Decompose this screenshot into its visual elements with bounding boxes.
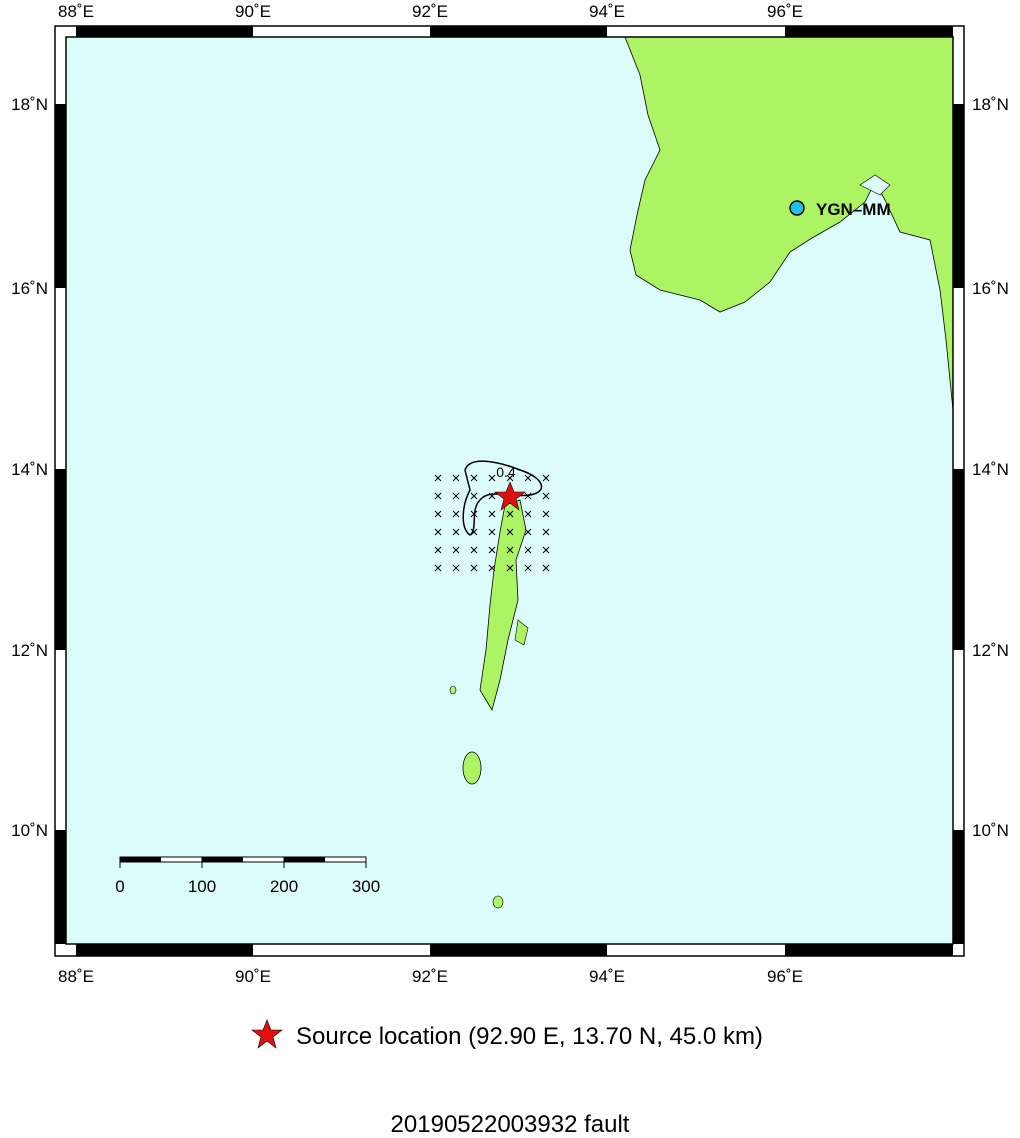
grid-cross: [434, 528, 442, 536]
estuary: [859, 174, 891, 196]
y-tick-label: 18˚N: [972, 95, 1009, 114]
y-tick-label: 16˚N: [11, 279, 48, 298]
grid-cross: [452, 528, 460, 536]
grid-cross: [434, 474, 442, 482]
x-tick-label: 90˚E: [235, 2, 271, 21]
scale-label: 100: [188, 877, 216, 896]
x-tick-label: 90˚E: [235, 967, 271, 986]
station-label: YGN–MM: [816, 200, 891, 219]
grid-cross: [506, 564, 514, 572]
grid-cross: [452, 492, 460, 500]
scale-bar: 0 100 200 300: [115, 856, 380, 896]
grid-cross: [452, 564, 460, 572]
land-andaman: [479, 499, 527, 712]
frame-segment: [430, 26, 607, 37]
frame-segment: [953, 830, 964, 944]
x-tick-label: 96˚E: [767, 967, 803, 986]
grid-cross: [542, 492, 550, 500]
grid-cross: [542, 528, 550, 536]
scale-label: 200: [270, 877, 298, 896]
frame-segment: [55, 830, 66, 944]
island: [492, 895, 504, 909]
scale-bar-segment: [284, 857, 325, 862]
frame-segment: [76, 944, 253, 956]
legend-star: [251, 1019, 283, 1049]
y-tick-label: 10˚N: [972, 821, 1009, 840]
grid-cross: [470, 510, 478, 518]
scale-bar-segment: [202, 857, 243, 862]
frame-segment: [785, 944, 953, 956]
grid-cross: [524, 510, 532, 518]
grid-cross: [542, 510, 550, 518]
grid-cross: [452, 474, 460, 482]
frame-segment: [430, 944, 607, 956]
frame-segment: [76, 26, 253, 37]
island: [462, 751, 482, 785]
grid-cross: [524, 528, 532, 536]
contour-label: 0.4: [496, 464, 516, 480]
x-tick-label: 88˚E: [58, 967, 94, 986]
island: [449, 685, 457, 695]
grid-cross: [542, 546, 550, 554]
grid-cross: [434, 492, 442, 500]
grid-cross: [434, 510, 442, 518]
grid-cross: [470, 474, 478, 482]
x-tick-label: 96˚E: [767, 2, 803, 21]
y-tick-label: 14˚N: [972, 460, 1009, 479]
x-tick-label: 94˚E: [589, 967, 625, 986]
x-tick-label: 94˚E: [589, 2, 625, 21]
scale-label: 300: [352, 877, 380, 896]
figure-title: 20190522003932 fault: [391, 1111, 630, 1133]
source-star: [494, 481, 526, 511]
grid-cross: [470, 564, 478, 572]
grid-cross: [470, 528, 478, 536]
grid-cross: [524, 492, 532, 500]
grid-cross: [488, 492, 496, 500]
y-tick-label: 18˚N: [11, 95, 48, 114]
grid-cross: [524, 546, 532, 554]
grid-cross: [506, 510, 514, 518]
y-tick-label: 12˚N: [11, 641, 48, 660]
x-tick-label: 92˚E: [412, 2, 448, 21]
island: [514, 619, 529, 646]
station-marker: [789, 200, 805, 216]
scale-bar-segment: [120, 857, 161, 862]
grid-cross: [488, 564, 496, 572]
grid-cross: [488, 510, 496, 518]
grid-cross: [506, 474, 514, 482]
scale-label: 0: [115, 877, 124, 896]
y-tick-label: 14˚N: [11, 460, 48, 479]
frame-segment: [55, 469, 66, 650]
grid-cross: [542, 474, 550, 482]
grid-cross: [488, 546, 496, 554]
x-tick-label: 92˚E: [412, 967, 448, 986]
y-tick-label: 10˚N: [11, 821, 48, 840]
legend-text: Source location (92.90 E, 13.70 N, 45.0 …: [296, 1023, 763, 1050]
grid-cross: [506, 546, 514, 554]
grid-cross: [434, 546, 442, 554]
x-tick-label: 88˚E: [58, 2, 94, 21]
map-frame: 88˚E 88˚E 90˚E 90˚E 92˚E 92˚E 94˚E 94˚E 96˚E 96˚E…: [11, 2, 1009, 986]
grid-cross: [434, 564, 442, 572]
frame-segment: [785, 26, 953, 37]
grid-cross: [470, 546, 478, 554]
frame-segment: [953, 104, 964, 288]
y-tick-label: 12˚N: [972, 641, 1009, 660]
grid-cross: [488, 528, 496, 536]
grid-cross: [452, 510, 460, 518]
grid-cross: [524, 474, 532, 482]
y-tick-label: 16˚N: [972, 279, 1009, 298]
grid-cross: [452, 546, 460, 554]
frame-segment: [55, 104, 66, 288]
grid-cross: [488, 474, 496, 482]
frame-segment: [953, 469, 964, 650]
grid-cross: [542, 564, 550, 572]
grid-points: [434, 474, 550, 572]
grid-cross: [524, 564, 532, 572]
grid-cross: [506, 528, 514, 536]
land-myanmar: [624, 36, 954, 411]
grid-cross: [470, 492, 478, 500]
